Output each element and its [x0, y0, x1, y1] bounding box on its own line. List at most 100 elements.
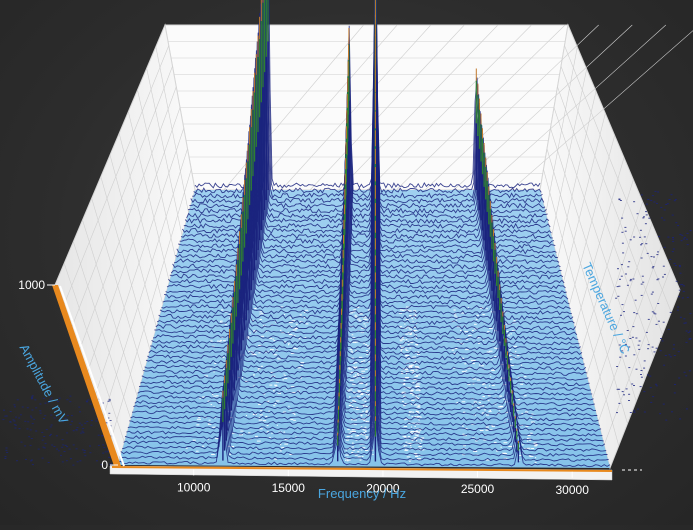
- floor-dot: [366, 376, 368, 378]
- floor-dot: [269, 384, 273, 386]
- floor-dot: [416, 440, 418, 442]
- floor-dot: [364, 400, 367, 402]
- overflow-dot: [5, 449, 8, 451]
- overflow-dot: [101, 435, 104, 437]
- overflow-dot: [107, 400, 110, 402]
- floor-dot: [471, 405, 474, 407]
- floor-dot: [359, 373, 362, 375]
- spectrum-line: [155, 174, 576, 331]
- floor-dot: [360, 394, 364, 395]
- floor-dot: [416, 386, 420, 387]
- floor-dot: [282, 379, 284, 381]
- floor-dot: [527, 435, 531, 436]
- overflow-dot: [61, 446, 64, 448]
- floor-dot: [486, 459, 490, 461]
- floor-dot: [220, 337, 224, 338]
- floor-dot: [405, 377, 409, 378]
- overflow-dot: [679, 272, 682, 274]
- overflow-dot: [44, 415, 47, 417]
- floor-dot: [462, 433, 465, 435]
- floor-dot: [419, 438, 424, 440]
- overflow-dot: [662, 276, 664, 278]
- floor-dot: [463, 411, 466, 413]
- floor-dot: [405, 354, 410, 356]
- right-wall-gridline: [550, 128, 637, 402]
- floor-dot: [412, 356, 416, 358]
- floor-dot: [517, 398, 520, 400]
- overflow-dot: [635, 313, 638, 315]
- floor-dot: [362, 377, 365, 379]
- floor-dot: [494, 356, 497, 357]
- floor-dot: [196, 418, 201, 420]
- floor-dot: [303, 317, 306, 319]
- floor-dot: [284, 374, 286, 376]
- floor-dot: [404, 403, 408, 405]
- overflow-dot: [53, 417, 56, 419]
- floor-dot: [354, 454, 358, 456]
- floor-dot: [415, 397, 419, 399]
- overflow-dot: [645, 211, 647, 213]
- left-wall-gridline: [62, 45, 170, 308]
- floor-dot: [403, 445, 408, 447]
- floor-dot: [478, 401, 481, 403]
- overflow-dot: [643, 391, 646, 393]
- floor-dot: [351, 446, 355, 448]
- overflow-dot: [657, 251, 659, 253]
- floor-dot: [214, 363, 217, 364]
- floor-dot: [535, 457, 537, 459]
- overflow-dot: [41, 431, 44, 433]
- overflow-dot: [39, 403, 42, 405]
- overflow-dot: [628, 400, 630, 401]
- overflow-dot: [663, 246, 666, 248]
- overflow-dot: [675, 280, 678, 282]
- floor-dot: [359, 448, 361, 450]
- overflow-dot: [665, 204, 668, 205]
- floor-dot: [351, 371, 355, 373]
- floor-dot: [354, 341, 358, 343]
- floor-dot: [500, 364, 504, 365]
- overflow-dot: [30, 396, 33, 398]
- floor-dot: [304, 337, 307, 339]
- floor-dot: [348, 368, 353, 370]
- floor-dot: [357, 451, 360, 453]
- overflow-dot: [4, 415, 7, 417]
- overflow-dot: [31, 409, 34, 411]
- floor-dot: [406, 456, 411, 458]
- floor-dot: [408, 366, 412, 368]
- overflow-dot: [102, 452, 105, 454]
- floor-dot: [400, 349, 402, 351]
- floor-dot: [487, 331, 490, 333]
- floor-dot: [412, 321, 414, 323]
- left-wall-gridline: [86, 107, 181, 376]
- overflow-dot: [9, 421, 12, 423]
- overflow-dot: [49, 435, 51, 437]
- floor-dot: [355, 409, 360, 410]
- floor-dot: [228, 453, 231, 455]
- floor-dot: [530, 421, 535, 423]
- floor-dot: [356, 395, 361, 397]
- floor-dot: [355, 350, 358, 352]
- floor-dot: [402, 338, 404, 340]
- floor-dot: [416, 412, 420, 414]
- overflow-dot: [674, 384, 676, 385]
- overflow-dot: [675, 222, 678, 224]
- overflow-dot: [656, 279, 659, 281]
- overflow-dot: [672, 237, 674, 238]
- overflow-dot: [671, 411, 673, 413]
- floor-dot: [491, 369, 495, 371]
- floor-dot: [357, 391, 362, 393]
- floor-dot: [411, 440, 414, 442]
- overflow-dot: [107, 451, 109, 453]
- floor-dot: [413, 310, 417, 312]
- overflow-dot: [667, 236, 670, 238]
- floor-dot: [365, 450, 369, 451]
- floor-dot: [348, 405, 352, 406]
- overflow-dot: [14, 427, 17, 429]
- floor-dot: [456, 316, 458, 318]
- floor-dot: [400, 309, 403, 311]
- floor-dot: [366, 322, 369, 323]
- floor-dot: [362, 434, 366, 436]
- overflow-dot: [75, 429, 78, 431]
- overflow-dot: [616, 286, 619, 288]
- floor-dot: [491, 426, 495, 428]
